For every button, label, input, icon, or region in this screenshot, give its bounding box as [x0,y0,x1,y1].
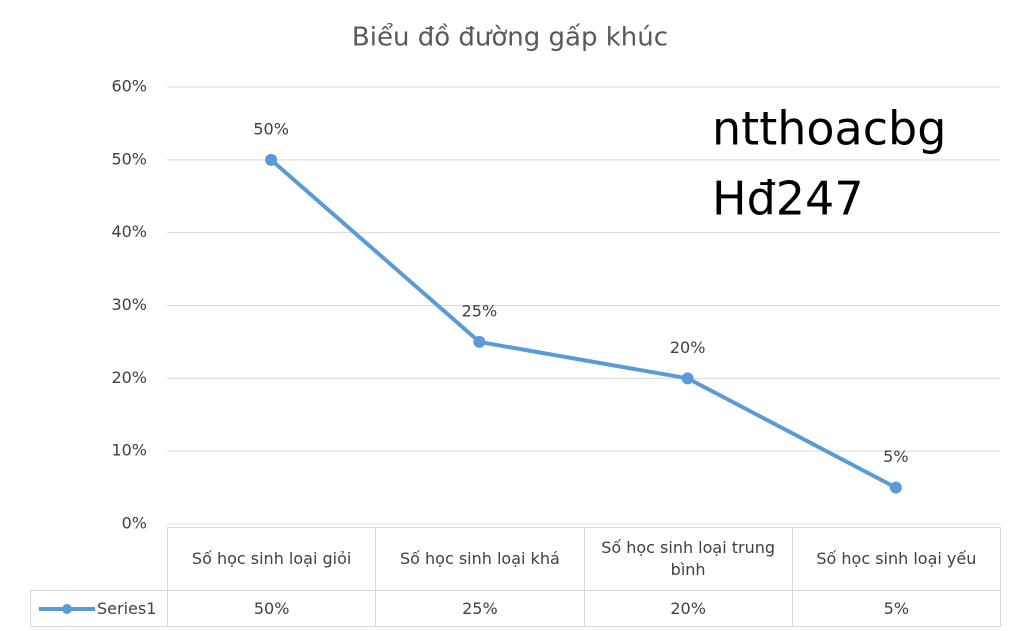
category-cell: Số học sinh loại khá [375,527,585,591]
legend-label: Series1 [97,598,157,618]
chart-title: Biểu đồ đường gấp khúc [352,22,668,53]
y-tick-label: 60% [111,77,147,96]
table-value: 50% [167,590,377,627]
data-label: 5% [883,447,908,466]
y-tick-label: 50% [111,149,147,168]
marker [681,372,694,385]
data-label: 50% [253,119,289,138]
series-line [269,158,897,490]
data-label: 25% [462,301,498,320]
marker [473,335,486,348]
table-value: 5% [791,590,1001,627]
legend-swatch [39,603,95,614]
category-cell: Số học sinh loại yếu [791,527,1001,591]
category-cell: Số học sinh loại giỏi [167,527,377,591]
marker [889,481,902,494]
y-tick-label: 0% [122,514,147,533]
legend-cell: Series1 [30,590,168,627]
y-tick-label: 20% [111,368,147,387]
y-tick-label: 30% [111,295,147,314]
table-value: 20% [583,590,793,627]
annotation: Hđ247 [712,172,864,226]
annotation: ntthoacbg [712,102,946,156]
table-value: 25% [375,590,585,627]
y-tick-label: 40% [111,222,147,241]
marker [265,153,278,166]
category-cell: Số học sinh loại trung bình [583,527,793,591]
data-label: 20% [670,338,706,357]
y-tick-label: 10% [111,441,147,460]
